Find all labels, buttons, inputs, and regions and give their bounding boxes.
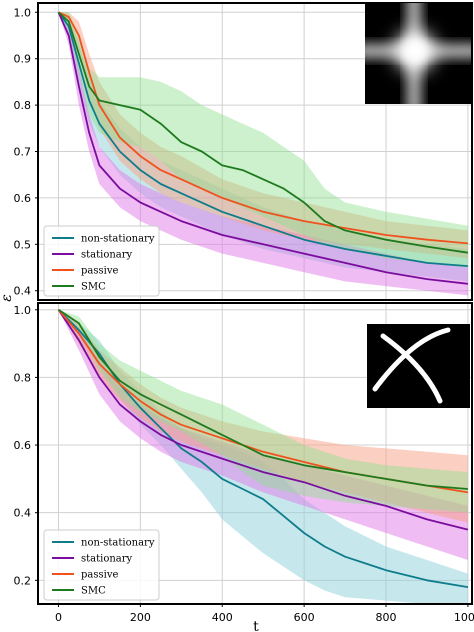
line-stationary	[57, 309, 469, 531]
axes-frame	[37, 302, 473, 605]
y-tick-label: 0.8	[14, 371, 32, 384]
y-tick-label: 0.4	[14, 285, 32, 298]
top-panel: 0.4 0.5 0.6 0.7 0.8 0.9 1.0 non-stationary stat…	[14, 2, 473, 301]
legend-label: stationary	[81, 250, 133, 261]
y-tick-label: 0.5	[14, 238, 32, 251]
y-tick-label: 1.0	[14, 304, 32, 317]
x-tick-label: 400	[212, 611, 233, 624]
legend-label: SMC	[81, 586, 106, 597]
top-confidence-bands	[58, 12, 468, 296]
band-passive	[58, 12, 468, 259]
line-non-stationary	[57, 309, 469, 588]
x-axis-label: t	[253, 619, 259, 632]
x-tick-label: 0	[55, 611, 62, 624]
line-non-stationary	[57, 11, 468, 267]
top-legend: non-stationary stationary passive SMC	[43, 225, 160, 297]
bottom-tick-labels: 0.2 0.4 0.6 0.8 1.0 0 200 400 600 800 1000	[14, 304, 474, 624]
bottom-axes-frame	[37, 302, 473, 605]
y-tick-label: 0.6	[14, 192, 32, 205]
line-smc	[57, 11, 469, 254]
legend-label: passive	[81, 266, 118, 277]
band-stationary	[58, 309, 468, 560]
band-smc	[58, 12, 468, 268]
y-tick-label: 0.7	[14, 146, 32, 159]
band-stationary	[58, 12, 468, 296]
line-stationary	[57, 11, 469, 285]
x-shape-inset	[367, 324, 470, 408]
bottom-panel: 0.2 0.4 0.6 0.8 1.0 0 200 400 600 800 1000 non-sta…	[14, 302, 474, 624]
bottom-confidence-bands	[58, 309, 468, 604]
legend-label: passive	[81, 570, 118, 581]
x-tick-label: 800	[376, 611, 397, 624]
y-tick-label: 0.9	[14, 53, 32, 66]
legend-label: non-stationary	[81, 234, 155, 245]
x-tick-label: 200	[130, 611, 151, 624]
band-passive	[58, 309, 468, 523]
y-axis-label: ε	[0, 294, 15, 302]
x-tick-label: 1000	[454, 611, 474, 624]
x-tick-label: 600	[294, 611, 315, 624]
bottom-legend: non-stationary stationary passive SMC	[43, 529, 160, 601]
top-tick-labels: 0.4 0.5 0.6 0.7 0.8 0.9 1.0	[14, 6, 38, 298]
band-smc	[58, 309, 468, 513]
legend-box	[43, 529, 160, 601]
line-passive	[58, 11, 468, 245]
y-tick-label: 0.8	[14, 99, 32, 112]
y-tick-label: 0.6	[14, 439, 32, 452]
blurred-cross-inset	[365, 3, 471, 104]
top-series-lines	[57, 11, 469, 285]
y-tick-label: 0.2	[14, 574, 32, 587]
legend-label: non-stationary	[81, 538, 155, 549]
legend-label: stationary	[81, 554, 133, 565]
band-non-stationary	[58, 309, 468, 604]
line-smc	[58, 309, 468, 490]
legend-box	[43, 225, 160, 297]
legend-label: SMC	[81, 282, 106, 293]
bottom-series-lines	[57, 309, 469, 588]
y-tick-label: 0.4	[14, 507, 32, 520]
y-tick-label: 1.0	[14, 6, 32, 19]
